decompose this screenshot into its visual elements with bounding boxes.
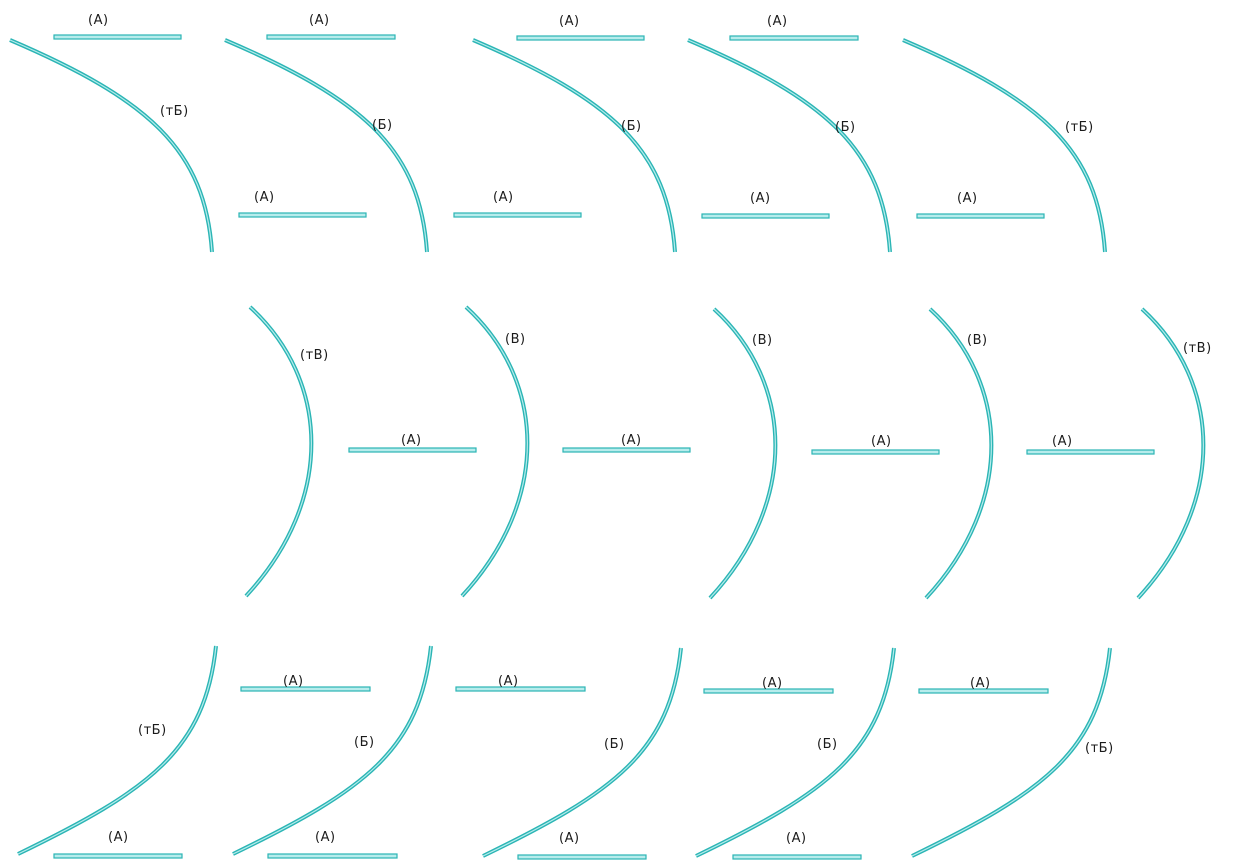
row3-bottom-label-4: (А): [786, 831, 807, 846]
row1-top-bar-3: [516, 35, 645, 41]
row1-curve-label-2: (Б): [372, 118, 393, 133]
row-1-group: (А) (А) (А) (А) (А) (А) (А) (А) (тБ) (Б)…: [9, 13, 1107, 253]
row2-bar-4: [1026, 449, 1155, 455]
row2-curve-label-4: (В): [967, 333, 988, 348]
row1-top-label-1: (А): [88, 13, 109, 28]
row1-bottom-label-1: (А): [254, 190, 275, 205]
row2-curve-label-3: (В): [752, 333, 773, 348]
row1-bottom-label-3: (А): [750, 191, 771, 206]
row1-bottom-bar-1: [238, 212, 367, 218]
row1-bottom-bar-3: [701, 213, 830, 219]
row3-bottom-bar-4: [732, 854, 862, 860]
row3-bottom-label-2: (А): [315, 830, 336, 845]
row2-bar-2: [562, 447, 691, 453]
row3-top-bar-1: [240, 686, 371, 692]
row3-top-bar-2: [455, 686, 586, 692]
row1-curve-1: [9, 38, 214, 253]
row1-top-label-3: (А): [559, 14, 580, 29]
row2-curve-label-1: (тВ): [300, 348, 329, 363]
row1-top-bar-2: [266, 34, 396, 40]
row1-top-bar-4: [729, 35, 859, 41]
row3-top-label-1: (А): [283, 674, 304, 689]
row3-top-label-3: (А): [762, 676, 783, 691]
row2-bar-label-3: (А): [871, 434, 892, 449]
row3-curve-label-2: (Б): [354, 735, 375, 750]
row3-curve-label-4: (Б): [817, 737, 838, 752]
row3-bottom-label-1: (А): [108, 830, 129, 845]
row3-curve-label-5: (тБ): [1085, 741, 1114, 756]
row3-curve-2: [232, 645, 433, 856]
row3-curve-label-3: (Б): [604, 737, 625, 752]
row1-bottom-label-2: (А): [493, 190, 514, 205]
row2-curve-label-2: (В): [505, 332, 526, 347]
row3-bottom-bar-3: [517, 854, 647, 860]
row3-bottom-bar-2: [267, 853, 398, 859]
row1-curve-4: [687, 38, 892, 253]
row3-top-bar-4: [918, 688, 1049, 694]
row1-bottom-bar-2: [453, 212, 582, 218]
row1-curve-2: [224, 38, 429, 253]
row3-top-label-2: (А): [498, 674, 519, 689]
row1-curve-label-1: (тБ): [160, 104, 189, 119]
row1-curve-label-4: (Б): [835, 120, 856, 135]
row3-bottom-label-3: (А): [559, 831, 580, 846]
row3-curve-4: [695, 647, 896, 858]
row1-top-bar-1: [53, 34, 182, 40]
row2-bar-label-1: (А): [401, 433, 422, 448]
row3-curve-label-1: (тБ): [138, 723, 167, 738]
row3-top-label-4: (А): [970, 676, 991, 691]
row1-top-label-2: (А): [309, 13, 330, 28]
row3-curve-5: [911, 647, 1112, 858]
row3-curve-1: [17, 645, 218, 856]
row2-bar-3: [811, 449, 940, 455]
row2-bar-label-4: (А): [1052, 434, 1073, 449]
row-2-group: (А) (А) (А) (А) (тВ) (В) (В) (В) (тВ): [244, 305, 1212, 600]
row1-bottom-label-4: (А): [957, 191, 978, 206]
row3-top-bar-3: [703, 688, 834, 694]
row2-curve-label-5: (тВ): [1183, 341, 1212, 356]
row1-curve-label-5: (тБ): [1065, 120, 1094, 135]
row2-bar-label-2: (А): [621, 433, 642, 448]
row1-curve-label-3: (Б): [621, 119, 642, 134]
row1-curve-3: [472, 38, 677, 253]
row3-bottom-bar-1: [53, 853, 183, 859]
row1-bottom-bar-4: [916, 213, 1045, 219]
row2-bar-1: [348, 447, 477, 453]
row1-curve-5: [902, 38, 1107, 253]
row1-top-label-4: (А): [767, 14, 788, 29]
row-3-group: (А) (А) (А) (А) (А) (А) (А) (А) (тБ) (Б)…: [17, 645, 1114, 860]
